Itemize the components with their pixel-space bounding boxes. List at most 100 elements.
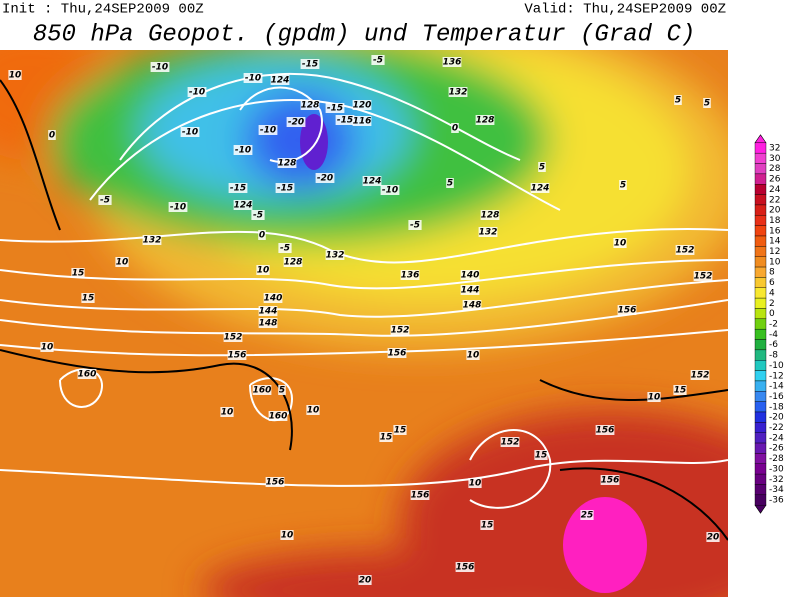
map-label-box [408,220,422,230]
colorbar-swatch [754,411,767,423]
map-label: 5 [619,180,627,191]
map-label-box [233,145,253,155]
map-label-box [380,185,400,195]
map-label-text: 152 [694,272,713,282]
colorbar-label: 28 [769,164,781,174]
map-label-box [283,257,303,267]
map-label: -20 [315,173,335,184]
colorbar-swatch [754,453,767,464]
colorbar-label: -20 [769,413,784,423]
map-label-text: 0 [259,231,265,241]
map-label-text: 15 [481,521,494,531]
colorbar-label: -22 [769,423,784,433]
colorbar-swatch [754,401,767,413]
map-label: 20 [706,532,720,543]
map-label-text: -5 [410,221,420,231]
map-label: 10 [40,342,54,353]
map-label-box [580,510,594,520]
map-label-text: 144 [461,286,480,296]
map-label: 5 [446,178,454,189]
map-label: 132 [448,87,468,98]
map-label-text: 160 [78,370,97,380]
colorbar-swatch [754,422,767,433]
map-label: 10 [256,265,270,276]
map-label: 15 [534,450,548,461]
colorbar-label: 14 [769,237,781,247]
map-label-box [258,125,278,135]
map-label-text: 15 [82,294,95,304]
map-label-box [358,575,372,585]
map-label-text: 124 [234,201,253,211]
map-label-text: -10 [152,63,168,73]
map-label-box [265,477,285,487]
colorbar-swatch [754,494,767,506]
map-label: 148 [258,318,278,329]
colorbar-swatch [754,204,767,216]
map-label: 156 [617,305,637,316]
map-label-box [268,411,288,421]
map-label-text: 128 [481,211,500,221]
map-label-text: 5 [279,386,285,396]
temperature-field [0,50,728,597]
colorbar-swatch [754,194,767,206]
map-label-text: -5 [373,56,383,66]
map-label-text: -10 [235,146,251,156]
map-label: 156 [410,490,430,501]
init-time: Init : Thu,24SEP2009 00Z [2,2,204,18]
colorbar-label: -6 [769,340,778,350]
map-label-box [277,158,297,168]
map-label-box [693,271,713,281]
map-label-box [478,227,498,237]
map-label-text: -10 [189,88,205,98]
map-label-text: 10 [41,343,54,353]
map-label: 116 [352,116,372,127]
colorbar-swatch [754,328,767,340]
map-label: 5 [703,98,711,109]
map-label: -15 [325,103,345,114]
map-label: 10 [8,70,22,81]
map-label: 144 [460,285,480,296]
colorbar-label: 12 [769,247,780,257]
map-label-box [690,370,710,380]
map-label-box [243,73,263,83]
map-label-text: -10 [245,74,261,84]
colorbar-swatch [754,235,767,247]
map-label-box [706,532,720,542]
map-label-box [480,210,500,220]
map-label-box [466,350,480,360]
map-label: 124 [362,176,382,187]
map-label: 128 [300,100,320,111]
map-label-box [278,385,286,395]
map-label-text: 5 [539,163,545,173]
map-label-box [8,70,22,80]
map-label: 136 [442,57,462,68]
map-label-box [462,300,482,310]
colorbar-swatch [754,246,767,257]
colorbar-swatch [754,287,767,299]
map-label-text: 25 [581,511,594,521]
colorbar-label: 4 [769,288,775,298]
map-label: 156 [227,350,247,361]
colorbar-label: 2 [769,299,775,309]
valid-time: Valid: Thu,24SEP2009 00Z [524,2,726,18]
map-label-box [500,437,520,447]
map-label-box [150,62,170,72]
map-label-text: -5 [253,211,263,221]
map-label-box [393,425,407,435]
map-label-box [442,57,462,67]
map-label-box [387,348,407,358]
map-label: 152 [500,437,520,448]
map-label: -10 [258,125,278,136]
map-label: -10 [168,202,188,213]
map-label: -10 [233,145,253,156]
map-label-text: 10 [307,406,320,416]
map-label-text: 124 [271,76,290,86]
map-label: 10 [647,392,661,403]
map-label-box [352,100,372,110]
map-label: -5 [408,220,422,231]
map-label-box [187,87,207,97]
map-label: 124 [270,75,290,86]
map-label-box [142,235,162,245]
colorbar-swatch [754,360,767,371]
